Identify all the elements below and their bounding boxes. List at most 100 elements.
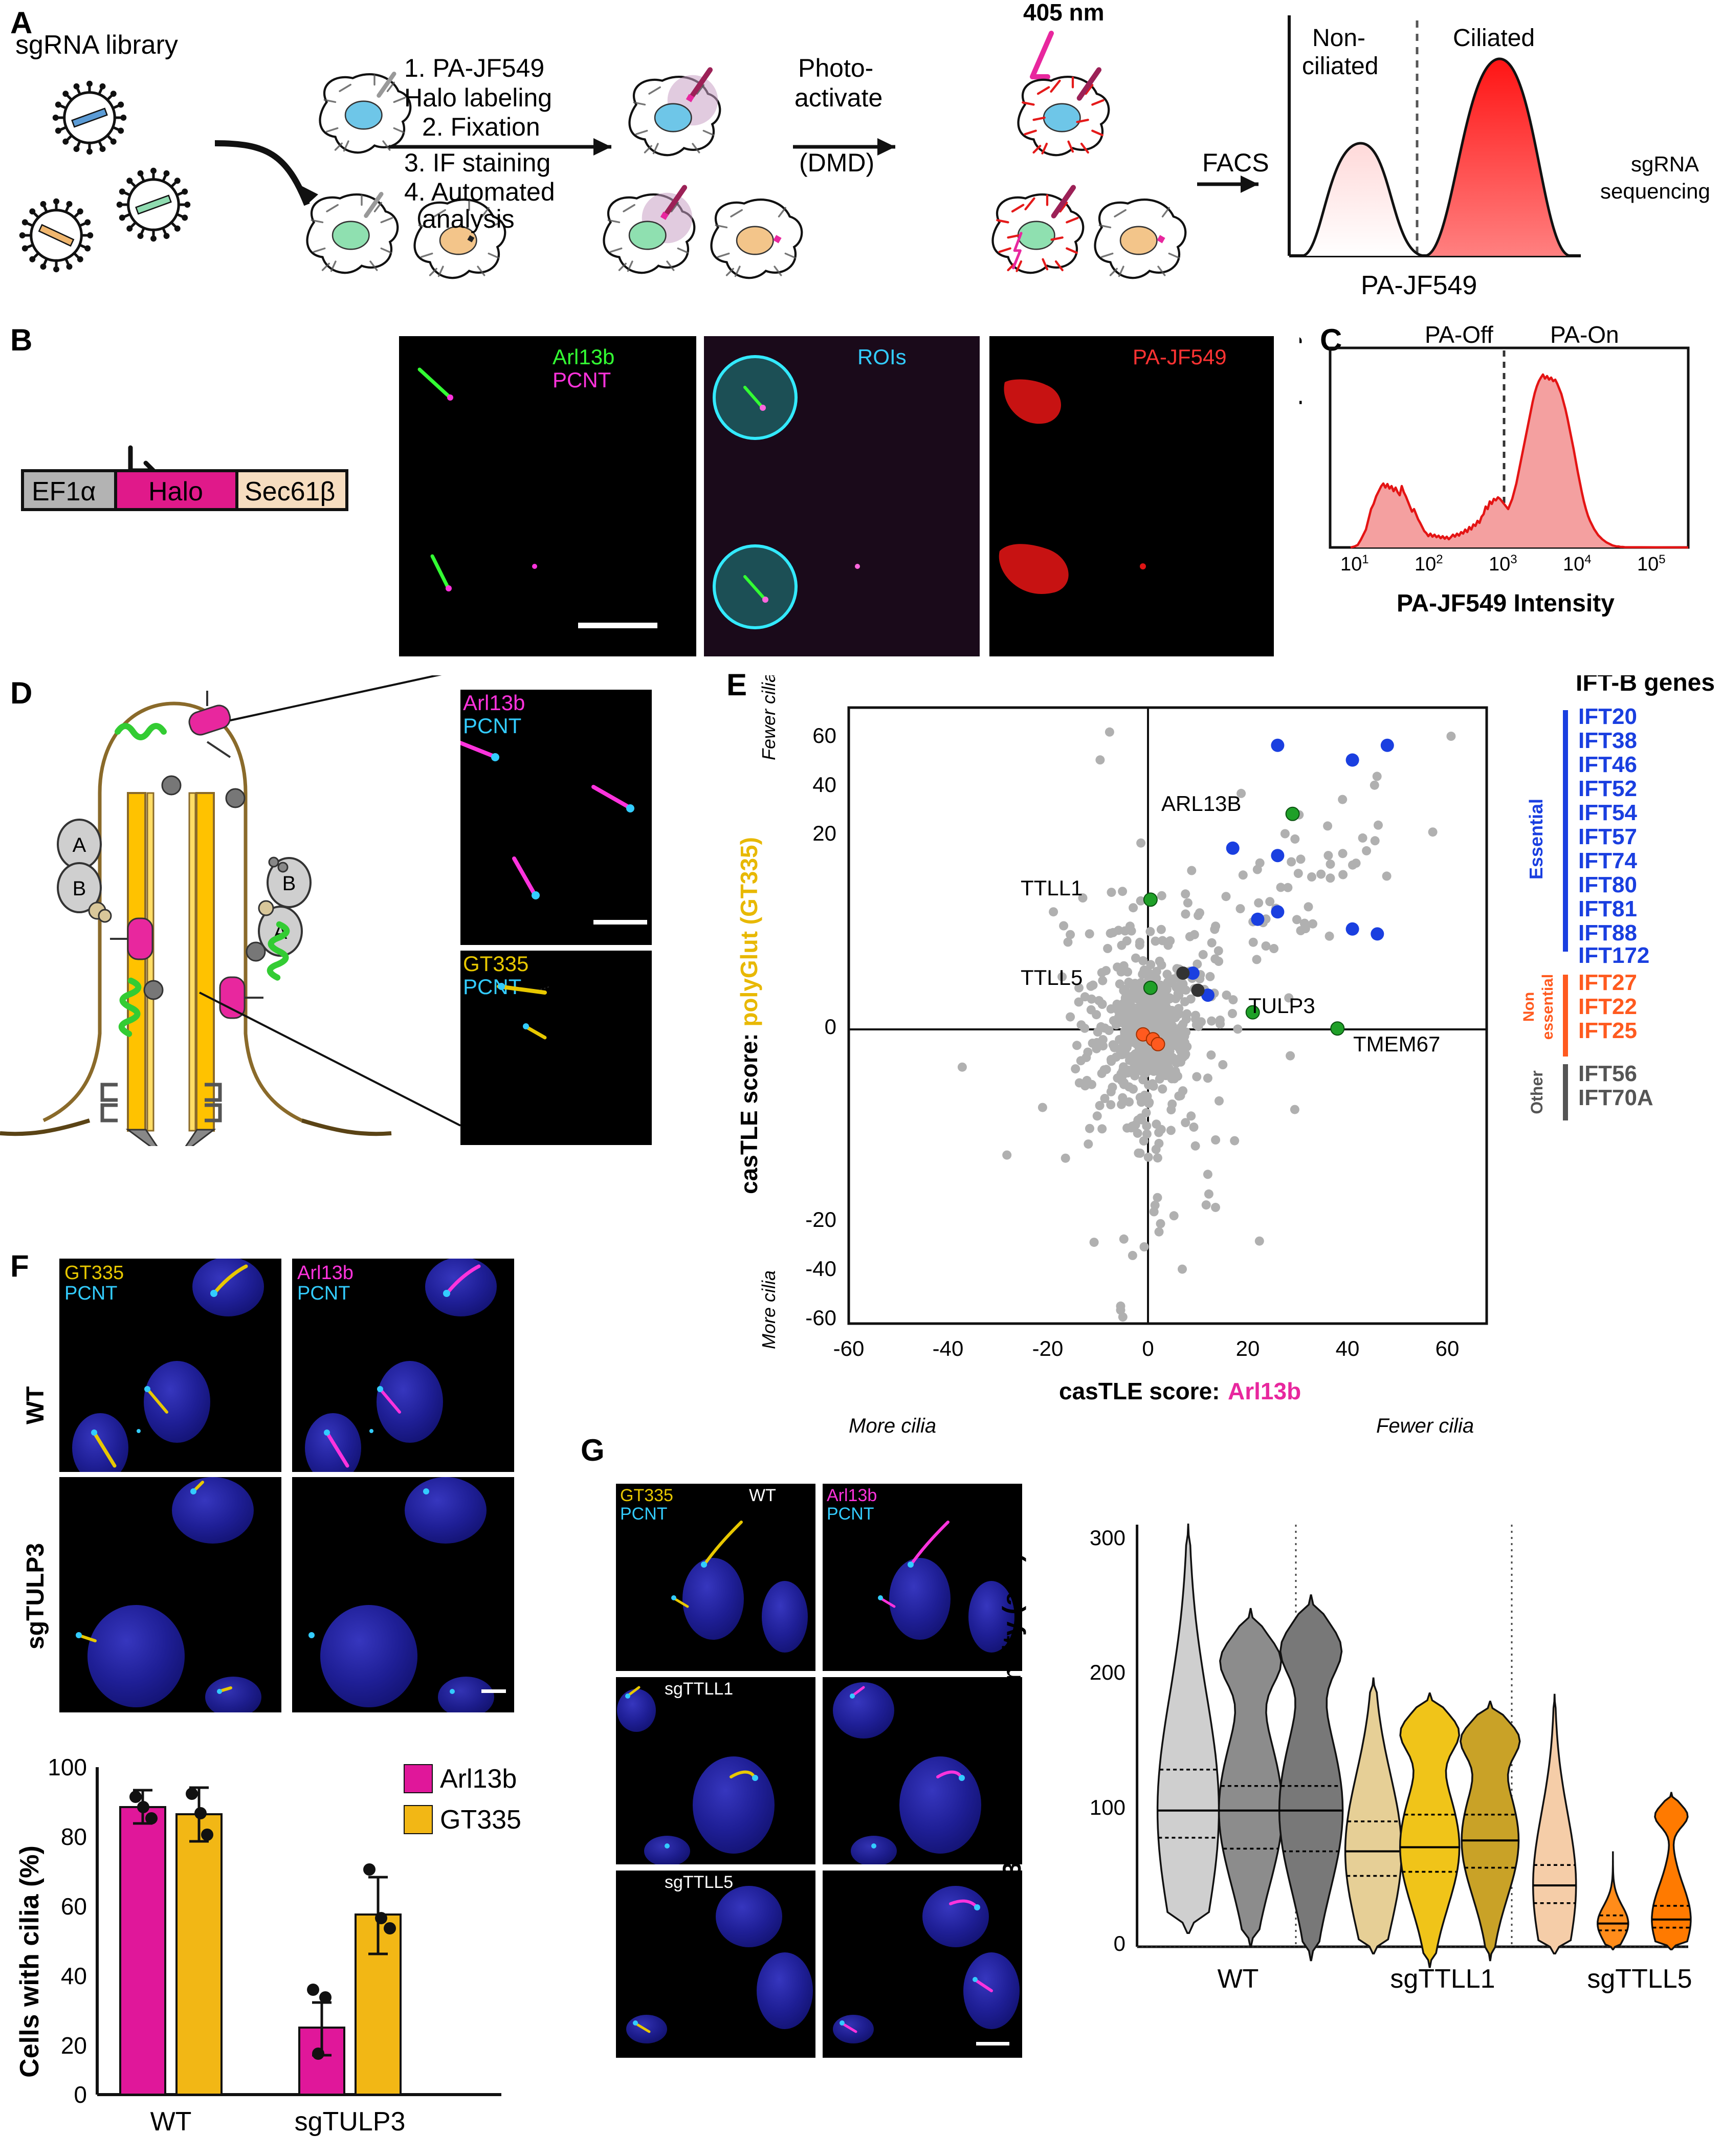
svg-text:2. Fixation: 2. Fixation (422, 113, 540, 141)
svg-text:PCNT: PCNT (463, 714, 521, 738)
svg-text:300: 300 (1090, 1526, 1125, 1550)
svg-text:IFT52: IFT52 (1578, 776, 1637, 801)
svg-text:GT335: GT335 (463, 952, 528, 976)
svg-text:-20: -20 (1032, 1336, 1064, 1360)
svg-text:Ciliated: Ciliated (1453, 25, 1535, 52)
svg-text:100: 100 (48, 1754, 87, 1780)
svg-text:4. Automated: 4. Automated (404, 178, 555, 206)
svg-text:104: 104 (1563, 553, 1592, 575)
svg-text:20: 20 (1236, 1336, 1260, 1360)
svg-text:TTLL5: TTLL5 (1021, 965, 1083, 989)
svg-text:IFT88: IFT88 (1578, 920, 1637, 945)
svg-text:IFT74: IFT74 (1578, 848, 1637, 873)
svg-text:Non: Non (1520, 992, 1537, 1022)
svg-text:WT: WT (1218, 1964, 1259, 1994)
svg-text:Halo labeling: Halo labeling (404, 83, 552, 112)
svg-text:IFT20: IFT20 (1578, 704, 1637, 729)
svg-text:105: 105 (1637, 553, 1666, 575)
svg-text:WT: WT (150, 2107, 192, 2137)
svg-text:80: 80 (61, 1823, 87, 1850)
svg-text:101: 101 (1340, 553, 1369, 575)
svg-text:IFT54: IFT54 (1578, 800, 1637, 825)
svg-text:TMEM67: TMEM67 (1353, 1032, 1440, 1056)
svg-text:0: 0 (1142, 1336, 1154, 1360)
svg-text:EF1α: EF1α (32, 477, 96, 507)
svg-text:103: 103 (1489, 553, 1517, 575)
svg-text:TTLL1: TTLL1 (1021, 876, 1083, 900)
svg-text:Non-: Non- (1312, 25, 1365, 52)
svg-text:IFT80: IFT80 (1578, 872, 1637, 897)
svg-text:40: 40 (812, 773, 836, 797)
svg-text:More cilia: More cilia (758, 1270, 779, 1349)
svg-text:IFT38: IFT38 (1578, 728, 1637, 753)
svg-text:20: 20 (61, 2032, 87, 2059)
svg-text:1. PA-JF549: 1. PA-JF549 (404, 54, 544, 82)
svg-text:Arl13b: Arl13b (463, 691, 525, 715)
svg-text:sgTTLL1: sgTTLL1 (1390, 1964, 1495, 1994)
svg-text:casTLE score:: casTLE score: (1059, 1378, 1220, 1404)
svg-text:Fewer cilia: Fewer cilia (758, 675, 779, 760)
svg-text:casTLE score: polyGlut (GT335): casTLE score: polyGlut (GT335) (736, 837, 762, 1194)
svg-text:PA-On: PA-On (1550, 321, 1619, 348)
svg-text:0: 0 (825, 1015, 836, 1039)
svg-text:PCNT: PCNT (64, 1283, 117, 1304)
svg-text:IFT172: IFT172 (1578, 943, 1649, 968)
svg-text:analysis: analysis (422, 205, 515, 233)
svg-text:-60: -60 (833, 1336, 865, 1360)
svg-text:100: 100 (1090, 1795, 1125, 1819)
svg-text:40: 40 (61, 1963, 87, 1989)
svg-text:PA-JF549: PA-JF549 (1133, 345, 1227, 369)
svg-text:ROIs: ROIs (857, 345, 907, 369)
svg-text:essential: essential (1539, 974, 1556, 1040)
svg-text:IFT57: IFT57 (1578, 824, 1637, 849)
svg-text:IFT81: IFT81 (1578, 896, 1637, 921)
svg-text:B: B (73, 877, 86, 900)
svg-text:405 nm: 405 nm (1023, 0, 1105, 26)
svg-text:PCNT: PCNT (553, 368, 611, 392)
svg-text:IFT56: IFT56 (1578, 1061, 1637, 1086)
svg-text:20: 20 (812, 821, 836, 845)
svg-text:activate: activate (794, 83, 882, 112)
svg-text:More cilia: More cilia (849, 1415, 936, 1437)
svg-text:200: 200 (1090, 1660, 1125, 1684)
svg-text:PA-JF549: PA-JF549 (1361, 271, 1477, 300)
svg-text:GT335: GT335 (440, 1805, 521, 1835)
svg-text:PA-Off: PA-Off (1425, 321, 1493, 348)
svg-text:0: 0 (74, 2081, 87, 2108)
svg-text:Arl13b: Arl13b (1228, 1378, 1301, 1404)
svg-text:3. IF staining: 3. IF staining (404, 148, 550, 177)
svg-text:0: 0 (1114, 1931, 1125, 1955)
svg-text:ciliated: ciliated (1302, 53, 1378, 80)
svg-text:IFT70A: IFT70A (1578, 1085, 1653, 1110)
svg-text:GT335: Relative Intensity (a.u: GT335: Relative Intensity (a.u.) (998, 1553, 1026, 1926)
svg-text:Other: Other (1528, 1070, 1546, 1114)
svg-text:-40: -40 (805, 1257, 836, 1281)
svg-text:(DMD): (DMD) (799, 148, 874, 177)
svg-text:Fewer cilia: Fewer cilia (1376, 1415, 1474, 1437)
svg-text:-40: -40 (933, 1336, 964, 1360)
svg-text:sgTULP3: sgTULP3 (295, 2107, 406, 2137)
svg-text:PA-JF549 Intensity: PA-JF549 Intensity (1397, 590, 1615, 617)
svg-text:60: 60 (812, 723, 836, 747)
svg-text:sequencing: sequencing (1600, 179, 1710, 203)
svg-text:TULP3: TULP3 (1248, 994, 1315, 1018)
svg-text:Essential: Essential (1526, 799, 1547, 879)
svg-text:60: 60 (1436, 1336, 1460, 1360)
svg-text:sgRNA library: sgRNA library (15, 30, 178, 60)
svg-text:IFT22: IFT22 (1578, 994, 1637, 1019)
svg-text:IFT-B genes: IFT-B genes (1576, 675, 1715, 696)
svg-text:Cells with cilia (%): Cells with cilia (%) (15, 1845, 45, 2078)
svg-text:-60: -60 (805, 1306, 836, 1330)
svg-text:sgTTLL5: sgTTLL5 (1587, 1964, 1692, 1994)
svg-text:FACS: FACS (1202, 148, 1269, 177)
svg-text:sgRNA: sgRNA (1631, 152, 1699, 176)
svg-text:60: 60 (61, 1893, 87, 1920)
svg-text:Arl13b: Arl13b (553, 345, 614, 369)
svg-text:Halo: Halo (148, 477, 203, 507)
svg-text:B: B (282, 872, 296, 895)
svg-text:Photo-: Photo- (798, 54, 873, 82)
svg-text:IFT27: IFT27 (1578, 970, 1637, 995)
svg-text:GT335: GT335 (64, 1262, 124, 1284)
svg-text:ARL13B: ARL13B (1161, 791, 1241, 816)
svg-text:A: A (73, 834, 86, 856)
